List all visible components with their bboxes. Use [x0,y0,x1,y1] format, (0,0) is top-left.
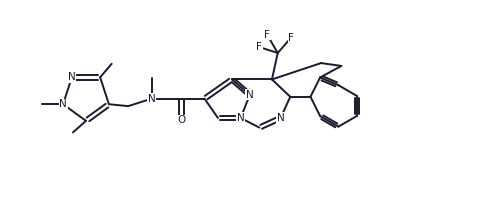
Text: F: F [257,42,263,52]
Text: N: N [148,94,155,104]
Text: N: N [59,99,67,109]
Text: N: N [237,113,244,123]
Text: N: N [277,113,285,123]
Text: F: F [288,32,294,42]
Text: N: N [68,72,76,82]
Text: F: F [264,30,270,40]
Text: N: N [246,90,254,100]
Text: O: O [177,115,185,125]
